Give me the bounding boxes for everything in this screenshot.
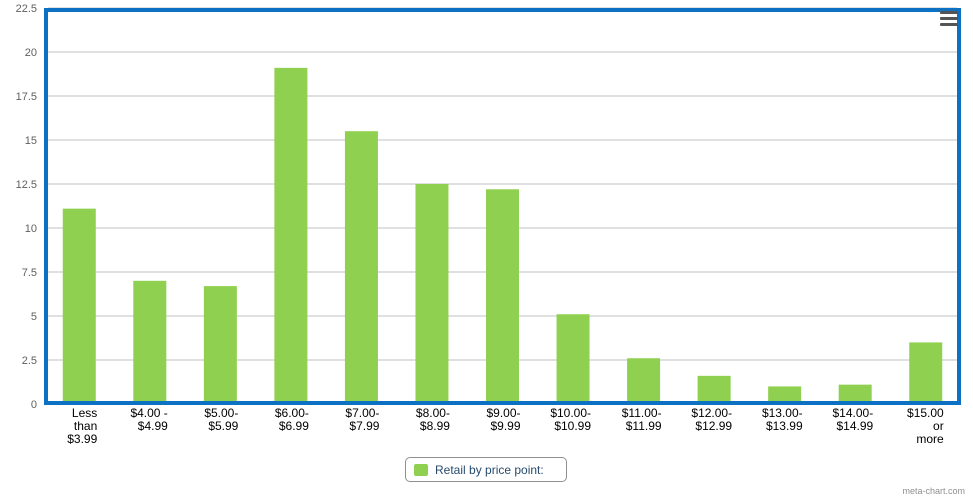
legend-swatch	[414, 463, 428, 476]
y-tick-label: 20	[25, 47, 37, 59]
x-tick-label: $14.00-$14.99	[832, 406, 873, 433]
legend-label: Retail by price point:	[435, 462, 544, 477]
bar[interactable]	[627, 358, 661, 404]
x-tick-label: $6.00-$6.99	[275, 406, 309, 433]
y-tick-label: 22.5	[16, 3, 37, 15]
bar[interactable]	[486, 189, 519, 404]
credits-text[interactable]: meta-chart.com	[902, 486, 965, 496]
bar[interactable]	[909, 342, 943, 404]
y-tick-label: 12.5	[16, 179, 37, 191]
y-tick-label: 2.5	[22, 355, 37, 367]
x-tick-label: $4.00 -$4.99	[130, 406, 168, 433]
x-tick-label: $8.00-$8.99	[416, 406, 450, 433]
y-tick-label: 17.5	[16, 91, 37, 103]
y-tick-label: 10	[25, 223, 37, 235]
x-tick-label: $10.00-$10.99	[550, 406, 591, 433]
bar[interactable]	[415, 184, 449, 404]
x-tick-label: $7.00-$7.99	[345, 406, 379, 433]
bar[interactable]	[556, 314, 590, 404]
hamburger-menu-icon[interactable]	[940, 11, 958, 27]
y-tick-label: 15	[25, 135, 37, 147]
bar[interactable]	[838, 384, 872, 404]
y-tick-label: 7.5	[22, 267, 37, 279]
x-tick-label: Less than $3.99	[67, 406, 97, 446]
x-tick-label: $12.00-$12.99	[691, 406, 732, 433]
x-tick-label: $13.00-$13.99	[762, 406, 803, 433]
bar[interactable]	[62, 208, 96, 404]
bar[interactable]	[697, 375, 731, 404]
bar[interactable]	[274, 67, 308, 404]
y-tick-label: 0	[31, 399, 37, 411]
x-tick-label: $11.00-$11.99	[622, 406, 662, 433]
x-tick-label: $9.00-$9.99	[486, 406, 520, 433]
x-tick-label: $15.00 or more	[907, 406, 944, 446]
bar[interactable]	[768, 386, 802, 404]
x-tick-label: $5.00-$5.99	[204, 406, 238, 433]
bar[interactable]	[203, 286, 237, 404]
legend[interactable]: Retail by price point:	[405, 457, 567, 482]
bar[interactable]	[344, 131, 378, 404]
y-tick-label: 5	[31, 311, 37, 323]
bar[interactable]	[133, 280, 167, 404]
